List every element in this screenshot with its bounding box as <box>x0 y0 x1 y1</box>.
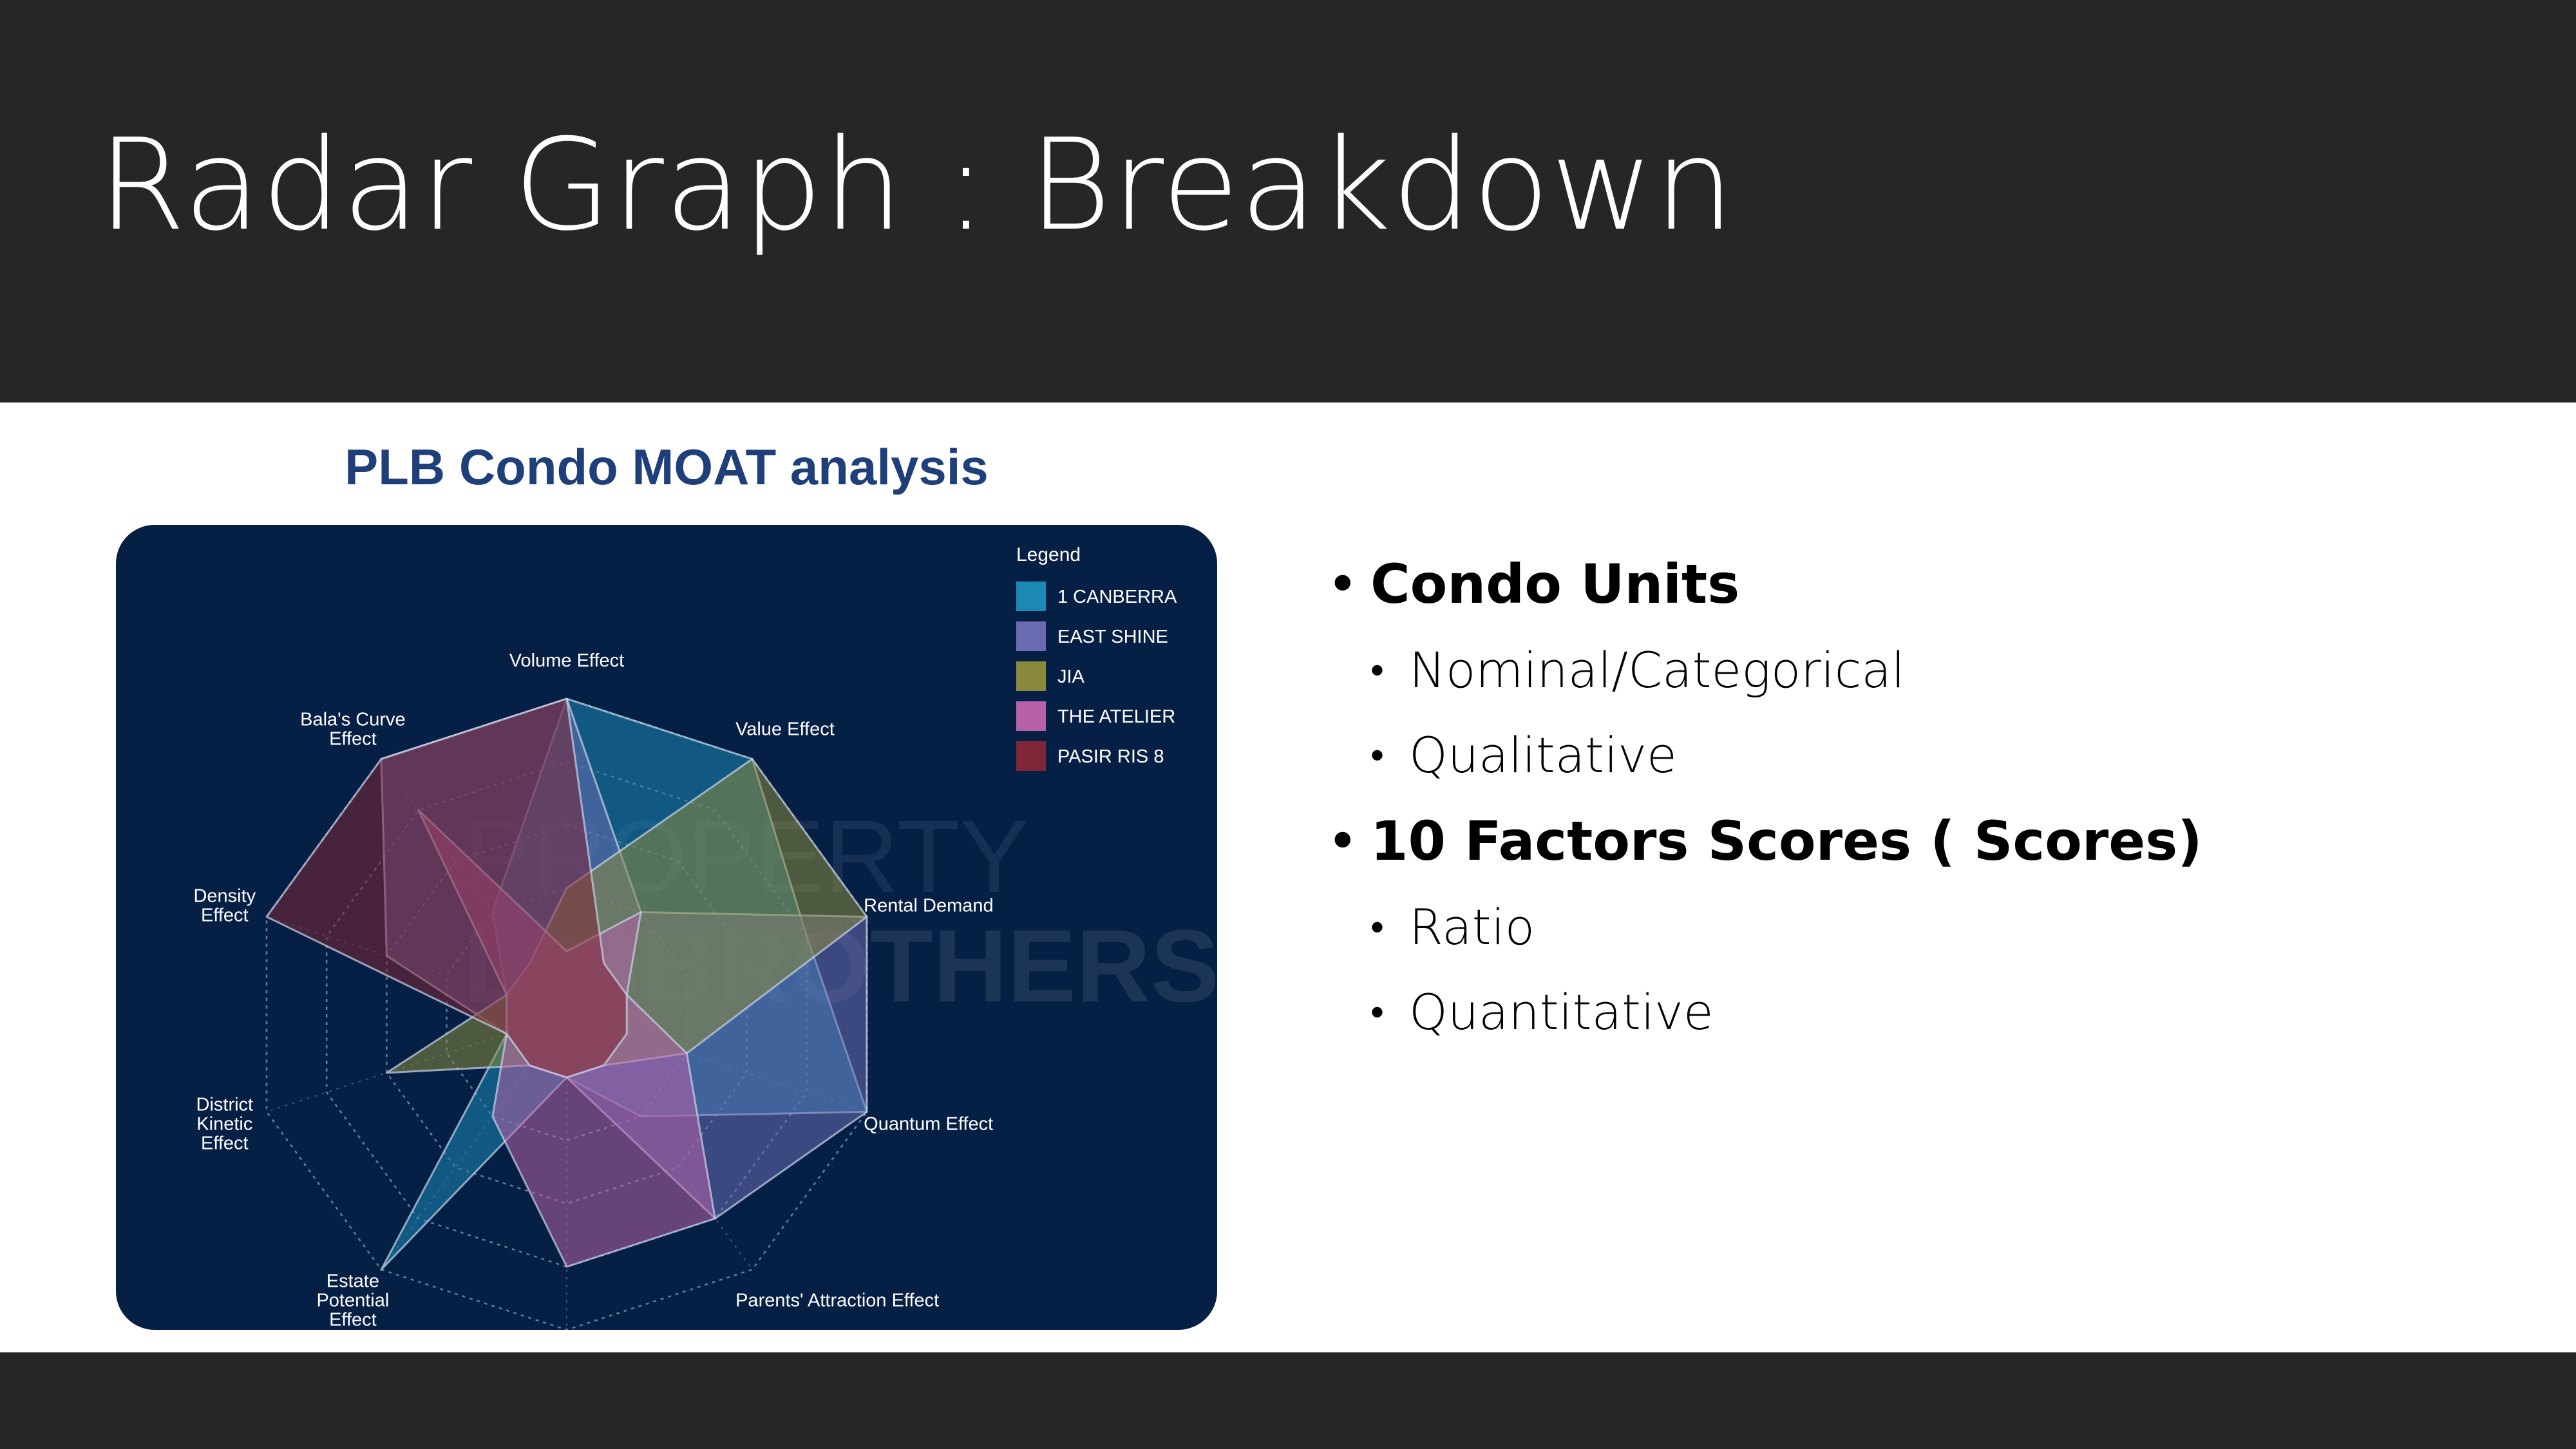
legend-swatch <box>1016 701 1046 731</box>
legend-label: 1 CANBERRA <box>1057 587 1177 607</box>
sub-bullet-text: Qualitative <box>1409 726 1677 784</box>
bullet-condo-units: • Condo Units <box>1327 541 2486 628</box>
bullet-dot: • <box>1327 810 1359 873</box>
chart-title: PLB Condo MOAT analysis <box>345 439 989 495</box>
axis-labels: Volume Effect Value Effect Rental Demand Qu… <box>193 650 993 1330</box>
legend-swatch <box>1016 621 1046 651</box>
legend-label: PASIR RIS 8 <box>1057 746 1164 767</box>
grid-spoke <box>266 1014 567 1113</box>
sub-bullet-text: Quantitative <box>1409 983 1714 1041</box>
axis-label-line: Parents' Attraction Effect <box>735 1290 939 1311</box>
sub-bullet: • Qualitative <box>1327 713 2486 798</box>
legend-title: Legend <box>1016 544 1081 565</box>
series-area-4 <box>265 697 628 1079</box>
sub-bullet-text: Nominal/Categorical <box>1409 641 1906 699</box>
axis-label-line: Rental Demand <box>864 896 994 916</box>
legend-label: EAST SHINE <box>1057 627 1168 647</box>
axis-label-line: Bala's Curve <box>300 710 406 730</box>
axis-label: Density Effect <box>193 886 256 926</box>
sub-bullet: • Nominal/Categorical <box>1327 628 2486 713</box>
legend-swatch <box>1016 741 1046 771</box>
bullet-dot: • <box>1370 905 1385 950</box>
axis-label: Value Effect <box>735 719 835 740</box>
axis-label-line: Density <box>193 886 256 907</box>
bullet-dot: • <box>1370 990 1385 1035</box>
sub-bullet: • Quantitative <box>1327 970 2486 1055</box>
legend-swatch <box>1016 582 1046 611</box>
axis-label-line: Kinetic <box>196 1113 252 1134</box>
axis-label-line: Effect <box>201 1133 249 1153</box>
bullet-dot: • <box>1370 733 1385 778</box>
radar-chart-panel: PROPERTY LIMBROTHERS Volume EffectValue … <box>116 525 1217 1330</box>
bullet-dot: • <box>1370 648 1385 693</box>
radar-chart: PROPERTY LIMBROTHERS Volume EffectValue … <box>193 544 1217 1330</box>
legend: Legend 1 CANBERRA EAST SHINE JIA THE ATELIER… <box>1016 544 1177 771</box>
axis-label-line: Estate <box>327 1271 379 1291</box>
sub-bullet-text: Ratio <box>1409 898 1535 956</box>
axis-label: Rental Demand <box>864 896 994 916</box>
bullet-text: Condo Units <box>1370 553 1740 616</box>
axis-label-line: Potential <box>316 1290 389 1311</box>
axis-label: Bala's Curve Effect <box>300 710 406 750</box>
axis-label-line: Value Effect <box>735 719 835 740</box>
axis-label: Volume Effect <box>509 650 624 671</box>
axis-label-line: Effect <box>201 905 249 926</box>
legend-swatch <box>1016 661 1046 691</box>
axis-label-line: District <box>196 1094 254 1115</box>
bullet-text: 10 Factors Scores ( Scores) <box>1370 810 2202 873</box>
axis-label-line: Effect <box>329 729 377 750</box>
legend-label: JIA <box>1057 667 1085 687</box>
axis-label-line: Effect <box>329 1309 377 1330</box>
radar-series <box>265 697 868 1271</box>
axis-label: District Kinetic Effect <box>196 1094 254 1153</box>
slide-title: Radar Graph : Breakdown <box>98 112 1735 259</box>
bullet-factor-scores: • 10 Factors Scores ( Scores) <box>1327 798 2486 885</box>
bullet-list: • Condo Units • Nominal/Categorical • Qu… <box>1327 541 2486 1055</box>
axis-label: Estate Potential Effect <box>316 1271 389 1330</box>
header-band: Radar Graph : Breakdown <box>0 0 2576 402</box>
axis-label-line: Volume Effect <box>509 650 624 671</box>
axis-label: Quantum Effect <box>864 1113 993 1134</box>
legend-label: THE ATELIER <box>1057 706 1175 727</box>
sub-bullet: • Ratio <box>1327 885 2486 970</box>
axis-label-line: Quantum Effect <box>864 1113 993 1134</box>
footer-band <box>0 1352 2576 1449</box>
grid-spoke <box>566 1014 753 1271</box>
bullet-dot: • <box>1327 553 1359 616</box>
axis-label: Parents' Attraction Effect <box>735 1290 939 1311</box>
